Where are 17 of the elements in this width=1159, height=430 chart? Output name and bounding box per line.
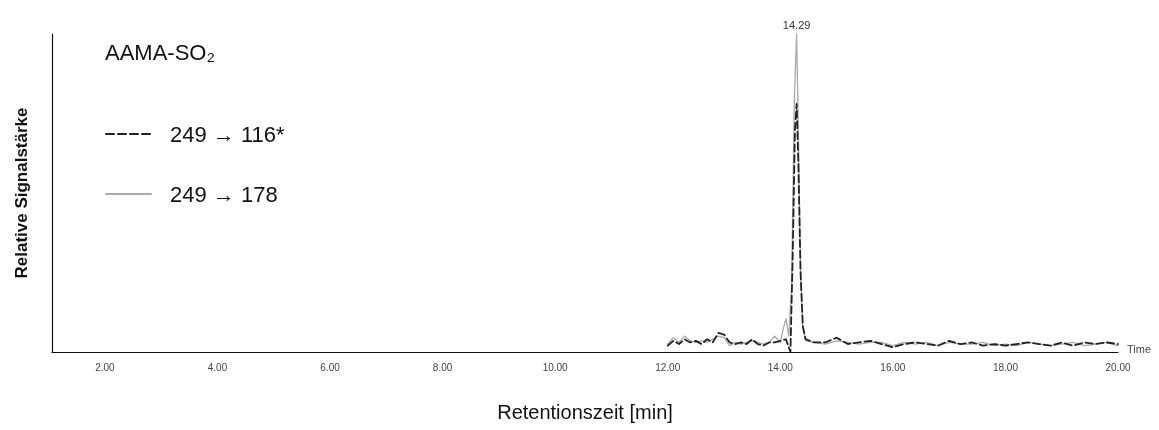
- legend-label: 249 → 116*: [170, 121, 285, 147]
- chart-title: AAMA-SO₂: [105, 39, 215, 65]
- x-axis-title: Retentionszeit [min]: [497, 401, 673, 423]
- x-tick-label: 16.00: [880, 361, 906, 373]
- x-tick-label: 6.00: [320, 361, 341, 373]
- annotation: 14.29: [782, 18, 811, 31]
- x-tick-label: 8.00: [432, 361, 453, 373]
- x-tick-label: 4.00: [207, 361, 228, 373]
- x-tick-label: 14.00: [767, 361, 794, 373]
- legend-label: 249 → 178: [170, 181, 278, 207]
- text: Time: [1126, 342, 1152, 355]
- x-tick-label: 20.00: [1105, 361, 1131, 373]
- x-tick-label: 10.00: [542, 361, 569, 373]
- x-tick-label: 18.00: [992, 361, 1019, 373]
- x-tick-label: 12.00: [655, 361, 681, 373]
- y-axis-title: Relative Signalstärke: [12, 107, 31, 279]
- x-tick-label: 2.00: [95, 361, 116, 373]
